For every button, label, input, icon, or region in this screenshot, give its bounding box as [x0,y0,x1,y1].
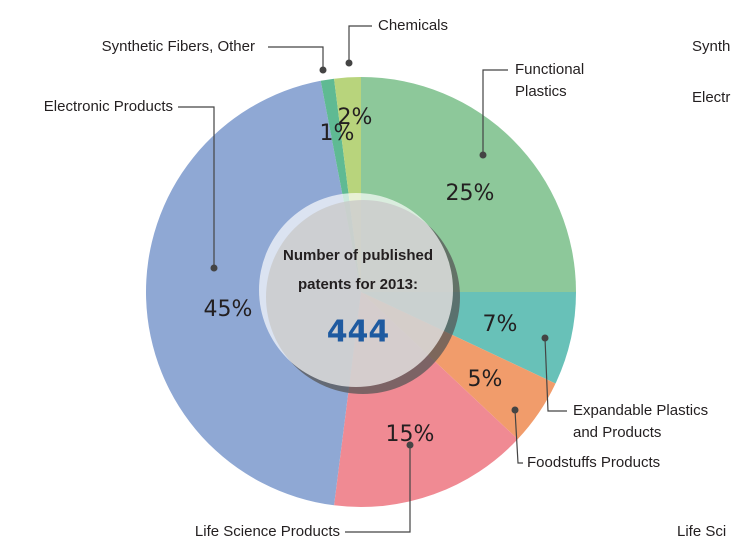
clipped-label: Synth [692,38,730,55]
leader-line [348,25,372,63]
leader-line [544,337,567,412]
value-label: 5% [468,367,503,392]
category-label: Electronic Products [44,98,173,115]
category-label: Chemicals [378,17,448,34]
category-label: Foodstuffs Products [527,454,660,471]
category-label: Life Science Products [195,523,340,540]
value-label: 7% [483,312,518,337]
pie-slice [146,80,361,506]
leader-dot [541,334,549,342]
value-label: 45% [204,297,253,322]
clipped-label: Electr [692,89,730,106]
clipped-label: Life Sci [677,523,726,540]
category-label: Expandable Plastics [573,402,708,419]
leader-line [482,69,508,155]
leader-line [178,106,215,268]
leader-dot [511,406,519,414]
value-label: 1% [320,121,355,146]
center-text: Number of published [283,247,433,264]
leader-dot [319,66,327,74]
value-label: 25% [446,181,495,206]
center-value: 444 [327,315,390,350]
center-disc [259,193,453,387]
category-label: and Products [573,424,661,441]
leader-line [514,409,523,464]
value-label: 2% [338,105,373,130]
leader-dot [210,264,218,272]
category-label: Functional [515,61,584,78]
leader-dot [345,59,353,67]
center-text: patents for 2013: [298,276,418,293]
category-label: Synthetic Fibers, Other [102,38,255,55]
leader-line [268,46,324,70]
leader-dot [406,441,414,449]
leader-dot [479,151,487,159]
leader-line [345,445,411,533]
category-label: Plastics [515,83,567,100]
